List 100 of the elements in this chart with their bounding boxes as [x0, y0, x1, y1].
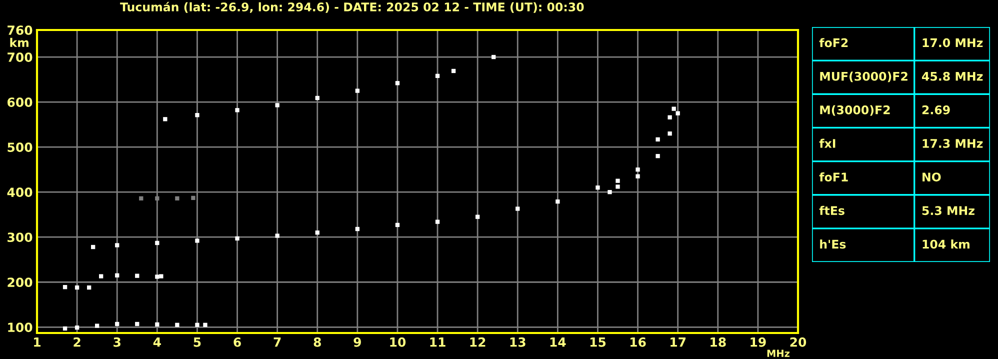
point	[155, 196, 160, 200]
text: foF1	[819, 172, 848, 182]
x-tick-label: 14	[550, 338, 566, 347]
point	[115, 322, 120, 326]
point	[235, 236, 240, 241]
y-tick-label: 100	[8, 322, 32, 332]
x-tick-label: 18	[710, 337, 726, 347]
point	[668, 131, 672, 136]
point	[315, 230, 320, 235]
text: h'Es	[820, 240, 846, 249]
point	[62, 326, 68, 331]
x-tick-label: 20	[790, 337, 806, 347]
text: foF2	[819, 38, 848, 48]
point	[275, 234, 280, 238]
point	[355, 226, 360, 232]
text: 17.3 MHz	[922, 138, 983, 148]
point	[656, 137, 660, 142]
point	[115, 243, 120, 248]
x-tick-label: 12	[470, 337, 486, 347]
point	[616, 178, 620, 183]
point	[616, 184, 620, 189]
point	[155, 322, 160, 327]
x-tick-label: 5	[194, 338, 201, 347]
point	[203, 322, 208, 327]
point	[475, 214, 480, 219]
point	[135, 274, 140, 278]
x-axis-title: MHz	[767, 350, 790, 357]
x-tick-label: 17	[670, 338, 686, 347]
point	[90, 244, 96, 250]
y-tick-label: 600	[8, 98, 32, 107]
point	[435, 74, 440, 78]
point	[556, 199, 560, 204]
x-tick-label: 3	[114, 337, 120, 347]
point	[191, 196, 196, 200]
y-tick-label: 200	[8, 278, 32, 288]
point	[159, 274, 164, 278]
x-tick-label: 15	[590, 338, 606, 347]
text: fxI	[819, 138, 836, 148]
point	[492, 54, 496, 60]
x-tick-label: 1	[34, 338, 40, 347]
point	[672, 106, 676, 111]
text: M(3000)F2	[820, 105, 890, 116]
text: 5.3 MHz	[922, 206, 974, 216]
point	[656, 154, 660, 158]
point	[195, 113, 200, 118]
y-tick-label: 500	[8, 142, 32, 152]
text: 45.8 MHz	[922, 72, 983, 81]
point	[163, 117, 168, 122]
point	[135, 322, 140, 326]
point	[175, 322, 180, 327]
point	[355, 88, 360, 93]
point	[74, 326, 80, 330]
point	[155, 240, 160, 246]
x-tick-label: 9	[354, 337, 361, 347]
point	[195, 238, 200, 243]
point	[62, 284, 68, 290]
point	[275, 103, 280, 108]
point	[395, 81, 400, 86]
point	[516, 206, 520, 211]
x-tick-label: 19	[750, 337, 766, 347]
point	[636, 174, 640, 178]
text: NO	[922, 172, 941, 182]
y-axis-title: km	[10, 38, 28, 47]
y-tick-label: 700	[8, 52, 32, 62]
text: 104 km	[922, 240, 970, 249]
text: 17.0 MHz	[922, 38, 983, 48]
y-tick-label: 760	[8, 25, 32, 35]
point	[596, 185, 600, 190]
text: ftEs	[819, 206, 844, 216]
y-tick-label: 300	[8, 232, 32, 242]
point	[139, 196, 144, 200]
y-tick-label: 400	[7, 188, 32, 198]
chart-title: Tucumán (lat: -26.9, lon: 294.6) - DATE: 2025 02 12 - TIME (UT): 00:30	[120, 2, 584, 13]
x-tick-label: 11	[430, 338, 446, 347]
x-tick-label: 6	[234, 337, 241, 347]
point	[195, 322, 200, 327]
x-tick-label: 13	[510, 337, 526, 347]
point	[235, 108, 240, 112]
point	[608, 190, 612, 194]
point	[636, 167, 640, 172]
point	[668, 115, 672, 120]
point	[676, 111, 680, 116]
point	[315, 96, 320, 100]
text: 2.69	[922, 105, 950, 114]
text: MUF(3000)F2	[820, 72, 908, 82]
point	[74, 285, 80, 290]
x-tick-label: 8	[314, 337, 321, 347]
x-tick-label: 10	[390, 337, 406, 347]
x-tick-label: 2	[74, 337, 80, 347]
point	[86, 285, 92, 290]
point	[175, 196, 180, 200]
point	[94, 324, 100, 328]
x-tick-label: 16	[630, 337, 646, 347]
point	[451, 68, 456, 74]
point	[395, 222, 400, 228]
x-tick-label: 7	[274, 338, 281, 347]
x-tick-label: 4	[153, 338, 161, 347]
point	[435, 220, 440, 224]
point	[155, 274, 160, 279]
point	[99, 274, 104, 278]
